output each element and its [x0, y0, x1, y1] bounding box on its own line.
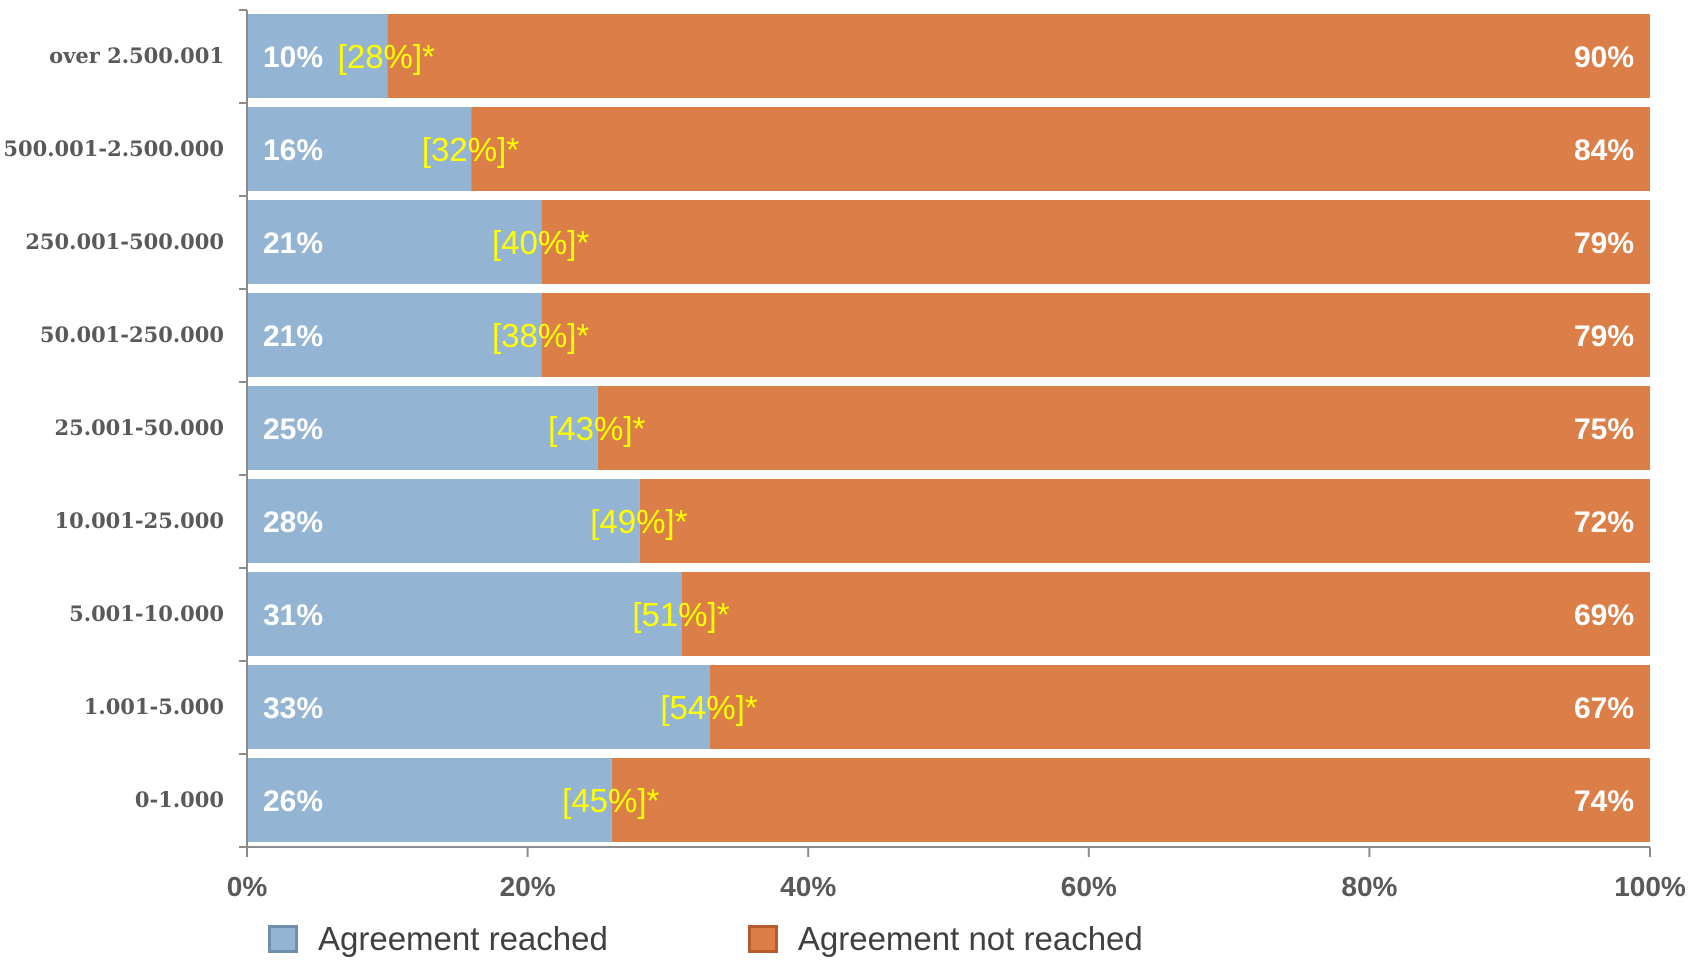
- value-label-not-reached: 84%: [1574, 134, 1634, 167]
- legend-swatch-not-reached: [747, 925, 778, 953]
- category-label: 25.001-50.000: [55, 415, 224, 440]
- bar-agreement-not-reached: [611, 758, 1650, 842]
- category-label: 1.001-5.000: [84, 694, 224, 719]
- bar-agreement-not-reached: [639, 479, 1650, 563]
- bar-agreement-not-reached: [387, 14, 1650, 98]
- bar-agreement-reached: [247, 572, 682, 656]
- value-label-reached: 26%: [263, 785, 323, 818]
- annotation-label: [54%]*: [660, 689, 757, 726]
- annotation-label: [28%]*: [338, 38, 435, 75]
- value-label-not-reached: 72%: [1574, 506, 1634, 539]
- value-label-not-reached: 79%: [1574, 320, 1634, 353]
- annotation-label: [38%]*: [492, 317, 589, 354]
- bar-agreement-reached: [247, 386, 598, 470]
- bar-agreement-reached: [247, 200, 542, 284]
- bar-agreement-reached: [247, 107, 472, 191]
- bar-agreement-not-reached: [681, 572, 1650, 656]
- annotation-label: [45%]*: [562, 782, 659, 819]
- value-label-reached: 28%: [263, 506, 323, 539]
- annotation-label: [49%]*: [590, 503, 687, 540]
- value-label-not-reached: 69%: [1574, 599, 1634, 632]
- legend-item-not-reached: Agreement not reached: [747, 920, 1143, 958]
- x-tick-label: 0%: [227, 871, 268, 902]
- annotation-label: [32%]*: [422, 131, 519, 168]
- annotation-label: [51%]*: [632, 596, 729, 633]
- x-tick-label: 40%: [780, 871, 836, 902]
- bar-agreement-reached: [247, 14, 388, 98]
- value-label-reached: 31%: [263, 599, 323, 632]
- category-label: 0-1.000: [135, 787, 224, 812]
- category-label: 250.001-500.000: [25, 229, 224, 254]
- bar-agreement-not-reached: [471, 107, 1651, 191]
- value-label-reached: 33%: [263, 692, 323, 725]
- stacked-bar-chart: over 2.500.001 10% 90% [28%]* 500.001-2.500.…: [3, 9, 1686, 902]
- value-label-not-reached: 90%: [1574, 41, 1634, 74]
- value-label-not-reached: 75%: [1574, 413, 1634, 446]
- bar-agreement-not-reached: [541, 200, 1650, 284]
- legend-swatch-reached: [268, 925, 298, 953]
- value-label-not-reached: 67%: [1574, 692, 1634, 725]
- annotation-label: [43%]*: [548, 410, 645, 447]
- category-label: 10.001-25.000: [55, 508, 224, 533]
- annotation-label: [40%]*: [492, 224, 589, 261]
- legend-label-reached: Agreement reached: [318, 920, 608, 957]
- bar-agreement-reached: [247, 293, 542, 377]
- x-tick-label: 60%: [1061, 871, 1117, 902]
- x-tick-label: 100%: [1614, 871, 1686, 902]
- category-label: over 2.500.001: [49, 43, 224, 68]
- bar-agreement-not-reached: [709, 665, 1650, 749]
- bar-agreement-reached: [247, 479, 640, 563]
- value-label-reached: 21%: [263, 227, 323, 260]
- x-tick-label: 80%: [1341, 871, 1397, 902]
- value-label-reached: 21%: [263, 320, 323, 353]
- bar-agreement-not-reached: [541, 293, 1650, 377]
- legend-label-not-reached: Agreement not reached: [797, 920, 1143, 957]
- category-label: 5.001-10.000: [69, 601, 224, 626]
- value-label-reached: 16%: [263, 134, 323, 167]
- bar-agreement-reached: [247, 665, 710, 749]
- value-label-reached: 10%: [263, 41, 323, 74]
- category-label: 500.001-2.500.000: [3, 136, 224, 161]
- value-label-reached: 25%: [263, 413, 323, 446]
- bar-agreement-reached: [247, 758, 612, 842]
- value-label-not-reached: 74%: [1574, 785, 1634, 818]
- chart-legend: Agreement reached Agreement not reached: [268, 920, 1283, 958]
- legend-item-reached: Agreement reached: [268, 920, 608, 958]
- value-label-not-reached: 79%: [1574, 227, 1634, 260]
- x-tick-label: 20%: [500, 871, 556, 902]
- bar-agreement-not-reached: [597, 386, 1650, 470]
- category-label: 50.001-250.000: [40, 322, 224, 347]
